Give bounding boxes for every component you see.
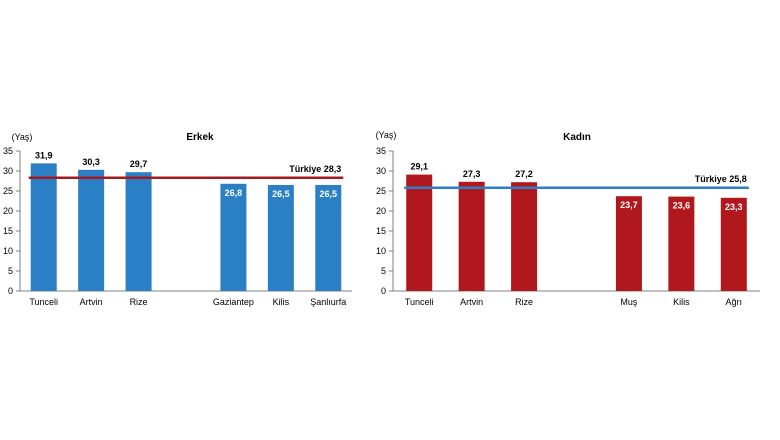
bar [220,183,247,291]
data-label: 23,7 [620,200,638,210]
x-tick-label: Kilis [673,297,690,307]
y-tick-label: 20 [376,206,386,216]
chart-panel-kadın: Kadın (Yaş) 0 5 10 15 20 25 30 35 Tunceli Artvin Riz… [376,130,760,307]
y-axis-label: (Yaş) [376,130,397,140]
y-tick-label: 5 [8,266,13,276]
data-label: 26,8 [225,188,243,198]
data-label: 29,1 [410,162,428,172]
y-tick-label: 35 [376,146,386,156]
x-tick-label: Tunceli [405,297,434,307]
bar [267,185,294,291]
y-tick-label: 10 [3,246,13,256]
y-tick-label: 10 [376,246,386,256]
reference-line-label: Türkiye 25,8 [695,174,747,184]
bar [406,174,433,291]
bar [78,169,105,291]
y-tick-label: 25 [3,186,13,196]
bar [511,182,538,291]
data-label: 26,5 [272,189,290,199]
data-label: 23,3 [725,202,743,212]
y-tick-label: 0 [8,286,13,296]
y-tick-label: 30 [3,166,13,176]
x-tick-label: Rize [130,297,148,307]
chart-title: Erkek [186,132,214,143]
data-label: 26,5 [320,189,338,199]
x-tick-label: Rize [515,297,533,307]
x-tick-label: Gaziantep [213,297,254,307]
bar [615,196,642,291]
bar [458,181,485,291]
y-tick-label: 35 [3,146,13,156]
x-tick-label: Artvin [460,297,483,307]
bar [315,185,342,291]
y-tick-label: 15 [376,226,386,236]
y-tick-label: 30 [376,166,386,176]
x-tick-label: Ağrı [726,297,743,307]
x-tick-label: Kilis [273,297,290,307]
y-tick-label: 0 [381,286,386,296]
data-label: 27,2 [515,169,533,179]
bar [125,172,152,291]
x-tick-label: Artvin [80,297,103,307]
bar [30,163,57,291]
bar [668,196,695,291]
data-label: 27,3 [463,169,481,179]
x-tick-label: Tunceli [29,297,58,307]
reference-line-label: Türkiye 28,3 [289,164,341,174]
y-tick-label: 25 [376,186,386,196]
x-tick-label: Şanlıurfa [310,297,346,307]
y-tick-label: 5 [381,266,386,276]
data-label: 23,6 [673,201,691,211]
y-axis-label: (Yaş) [12,132,33,142]
chart-title: Kadın [563,132,591,143]
y-tick-label: 20 [3,206,13,216]
data-label: 30,3 [82,157,100,167]
y-tick-label: 15 [3,226,13,236]
chart-panel-erkek: Erkek (Yaş) 0 5 10 15 20 25 30 35 Tunceli Artvin Riz… [3,132,352,307]
data-label: 29,7 [130,159,148,169]
x-tick-label: Muş [620,297,638,307]
bar [720,197,747,291]
data-label: 31,9 [35,150,53,160]
